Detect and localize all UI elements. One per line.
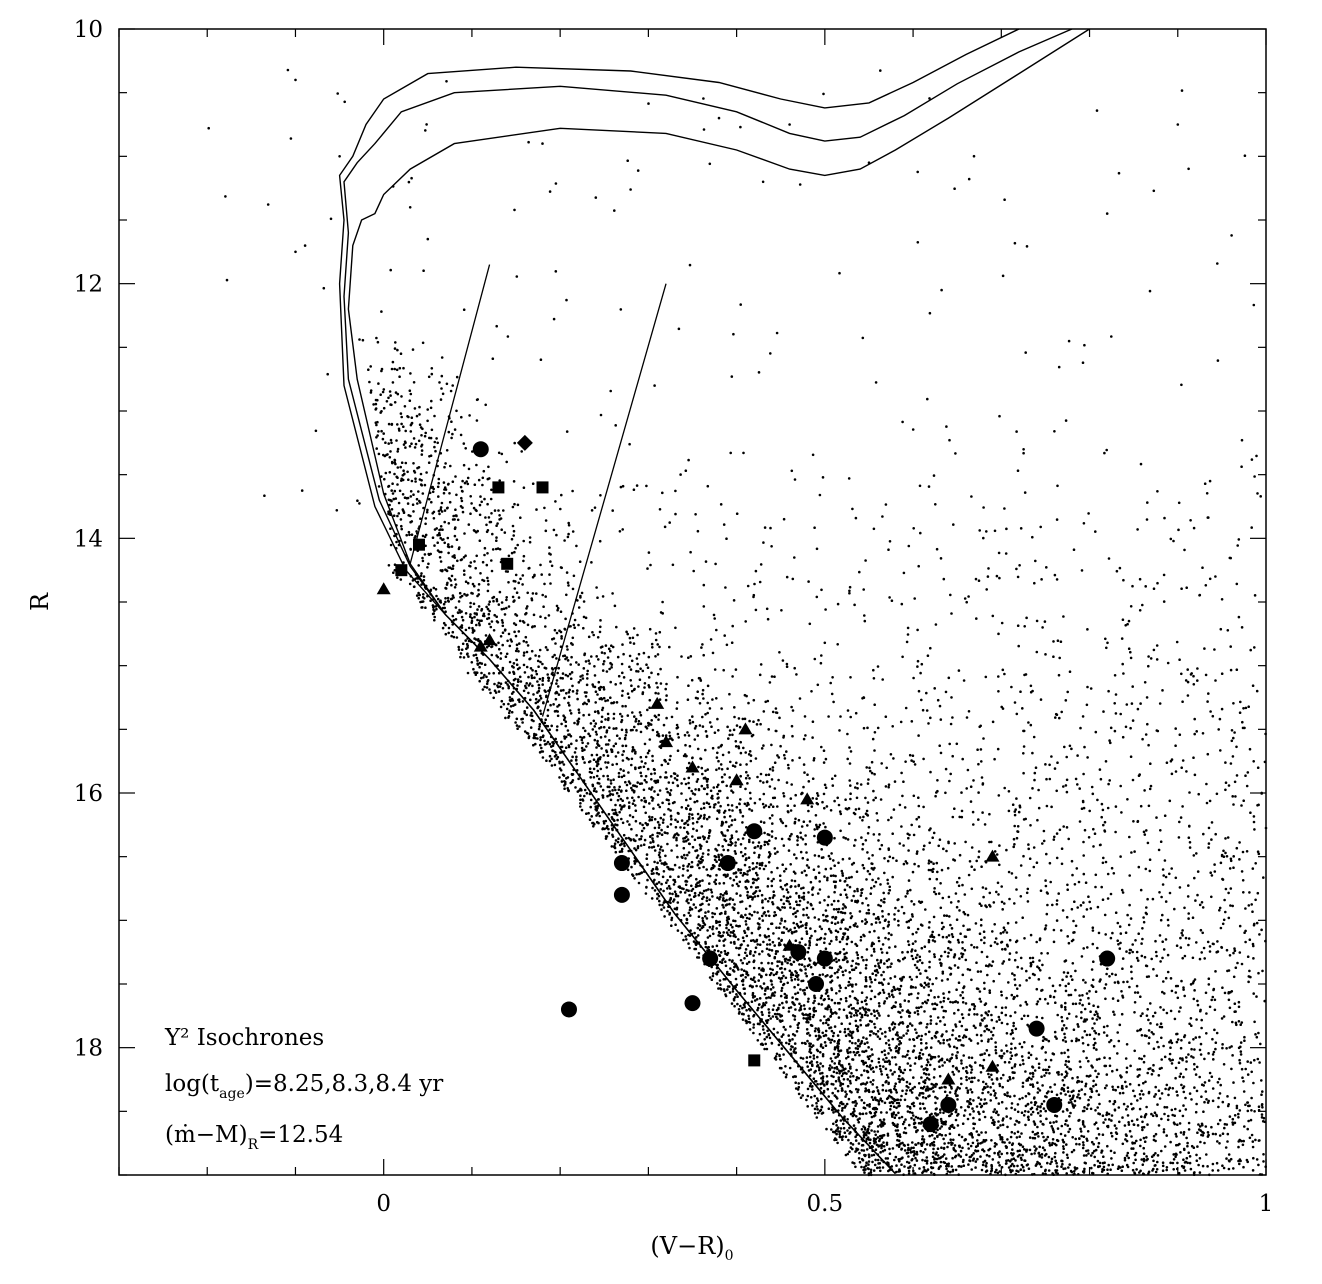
circle-marker — [613, 855, 630, 872]
triangle-marker — [782, 938, 797, 951]
tick-labels: 0 0.5 1 10 12 14 16 18 — [74, 17, 1274, 1217]
isochrone-8.4 — [338, 28, 1020, 1175]
reference-lines — [409, 264, 667, 717]
annotation-distance-modulus: (ṁ−M)R=12.54 — [165, 1122, 343, 1153]
circle-marker — [816, 950, 833, 967]
circle-marker — [1099, 950, 1116, 967]
y-tick-label: 16 — [74, 781, 103, 807]
square-marker — [501, 557, 514, 570]
circle-marker — [472, 441, 489, 458]
circle-marker — [816, 829, 833, 846]
square-marker — [748, 1054, 761, 1067]
triangle-marker — [659, 735, 674, 748]
triangle-marker — [729, 773, 744, 786]
diamond-marker — [516, 434, 533, 451]
circle-marker — [746, 823, 763, 840]
triangle-marker — [738, 722, 753, 735]
axis-ticks — [118, 28, 1267, 1176]
square-marker — [412, 538, 425, 551]
triangle-marker — [376, 582, 391, 595]
y-tick-label: 10 — [74, 17, 103, 43]
annotation-ages: log(tage)=8.25,8.3,8.4 yr — [165, 1071, 443, 1102]
isochrone-annotation: Y² Isochrones log(tage)=8.25,8.3,8.4 yr … — [164, 1025, 443, 1153]
x-axis-title: (V−R)0 — [650, 1232, 733, 1264]
y-tick-label: 12 — [74, 272, 103, 298]
circle-marker — [940, 1096, 957, 1113]
triangle-marker — [482, 633, 497, 646]
field-stars — [207, 68, 1268, 1177]
y-axis-title: R — [26, 592, 54, 611]
circle-marker — [1046, 1096, 1063, 1113]
member-star-markers — [376, 434, 1116, 1133]
triangle-marker — [985, 849, 1000, 862]
y-tick-label: 18 — [74, 1036, 103, 1062]
square-marker — [395, 564, 408, 577]
reference-line — [409, 264, 491, 564]
x-tick-label: 0.5 — [807, 1191, 844, 1217]
isochrone-curves — [338, 28, 1090, 1175]
triangle-marker — [650, 696, 665, 709]
circle-marker — [613, 886, 630, 903]
x-tick-label: 1 — [1259, 1191, 1274, 1217]
square-marker — [492, 481, 505, 494]
triangle-marker — [473, 639, 488, 652]
triangle-marker — [800, 792, 815, 805]
circle-marker — [702, 950, 719, 967]
triangle-marker — [985, 1059, 1000, 1072]
y-tick-label: 14 — [74, 526, 103, 552]
field-star-dots — [207, 68, 1268, 1177]
circle-marker — [719, 855, 736, 872]
circle-marker — [808, 976, 825, 992]
circle-marker — [560, 1001, 577, 1018]
circle-marker — [922, 1116, 939, 1133]
triangle-marker — [941, 1072, 956, 1085]
annotation-title: Y² Isochrones — [164, 1025, 324, 1051]
triangle-marker — [685, 760, 700, 773]
reference-line — [541, 283, 667, 717]
x-tick-label: 0 — [376, 1191, 391, 1217]
circle-marker — [684, 995, 701, 1012]
circle-marker — [1028, 1020, 1045, 1037]
square-marker — [536, 481, 549, 494]
